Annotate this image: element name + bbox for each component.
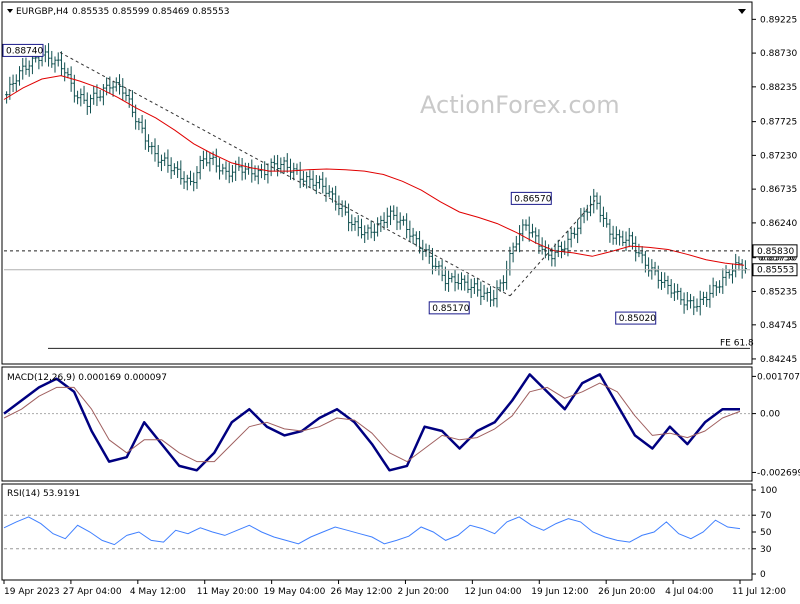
time-tick-label: 11 May 20:00	[197, 587, 259, 597]
price-tick-label: 0.89225	[760, 15, 797, 25]
price-tick-label: 0.85235	[760, 287, 797, 297]
price-layer: FE 61.8 0.88740 0.86570 0.85170 0.85020	[2, 43, 754, 349]
time-tick-label: 19 Apr 2023	[4, 587, 60, 597]
price-tick-label: 0.86735	[760, 185, 797, 195]
price-tick-label: 0.84245	[760, 355, 797, 365]
price-tick-label: 0.88730	[760, 49, 797, 59]
macd-panel-frame	[1, 366, 753, 482]
annotation-box	[615, 311, 657, 325]
annotation-box	[510, 191, 552, 205]
rsi-layer: 100 70 50 30 0	[3, 486, 777, 580]
ohlc-readout: 0.85535 0.85599 0.85469 0.85553	[72, 7, 229, 17]
time-tick-label: 27 Apr 04:00	[63, 587, 122, 597]
moving-average-line	[3, 75, 745, 266]
rsi-tick-label: 0	[760, 570, 766, 580]
annotation-label: 0.85170	[432, 304, 469, 314]
price-tick-label: 0.84745	[760, 321, 797, 331]
time-tick-label: 11 Jul 12:00	[732, 587, 786, 597]
price-tick-label: 0.85730	[760, 254, 797, 264]
macd-line	[3, 373, 740, 472]
rsi-tick-label: 50	[760, 528, 772, 538]
time-tick-label: 19 Jun 12:00	[531, 587, 588, 597]
time-tick-label: 26 Jun 20:00	[598, 587, 655, 597]
rsi-panel-frame	[1, 483, 753, 581]
annotation-box	[428, 301, 470, 315]
current-price-tag-box	[752, 263, 798, 277]
time-tick-label: 12 Jun 04:00	[464, 587, 521, 597]
rsi-line	[3, 516, 741, 546]
annotation-box	[2, 43, 44, 57]
price-tick-label: 0.87230	[760, 151, 797, 161]
dropdown-triangle-icon	[7, 9, 13, 13]
annotation-label: 0.88740	[6, 46, 43, 56]
symbol-label: EURGBP,H4	[16, 7, 69, 17]
trendline-rebound	[509, 200, 596, 297]
rsi-tick-label: 100	[760, 486, 777, 496]
resistance-price-tag: 0.85830	[757, 247, 794, 257]
trendline-upper	[59, 51, 511, 297]
price-tick-label: 0.87725	[760, 118, 797, 128]
fe-level-label: FE 61.8	[720, 338, 754, 348]
macd-signal-line	[3, 382, 741, 463]
time-tick-label: 2 Jun 20:00	[397, 587, 449, 597]
time-tick-label: 19 May 04:00	[264, 587, 326, 597]
time-tick-label: 4 Jul 04:00	[665, 587, 714, 597]
price-tick-label: 0.86240	[760, 219, 797, 229]
price-panel-frame	[1, 1, 753, 365]
rsi-tick-label: 30	[760, 545, 772, 555]
annotation-label: 0.85020	[619, 314, 656, 324]
scroll-arrow-icon[interactable]	[738, 9, 746, 14]
current-price-tag: 0.85553	[757, 266, 794, 276]
macd-tick-bottom: -0.002699	[757, 468, 800, 478]
resistance-price-tag-box	[752, 244, 798, 258]
hidden-level-label: 0.85730	[758, 254, 795, 264]
macd-layer: 0.001707 0.00 -0.002699	[3, 372, 800, 478]
watermark: ActionForex.com	[420, 91, 620, 119]
time-tick-label: 4 May 12:00	[130, 587, 186, 597]
macd-zero-label: 0.00	[760, 410, 780, 420]
annotation-label: 0.86570	[514, 194, 551, 204]
price-axis: 0.89225 0.88730 0.88235 0.87725 0.87230 0.867…	[752, 15, 798, 365]
macd-title: MACD(12,26,9) 0.000169 0.000097	[7, 373, 167, 383]
time-axis: 19 Apr 2023 27 Apr 04:00 4 May 12:00 11 May…	[3, 580, 786, 597]
time-tick-label: 26 May 12:00	[331, 587, 393, 597]
price-tick-label: 0.88235	[760, 83, 797, 93]
rsi-tick-label: 70	[760, 511, 772, 521]
rsi-title: RSI(14) 53.9191	[7, 489, 80, 499]
macd-tick-top: 0.001707	[757, 372, 800, 382]
